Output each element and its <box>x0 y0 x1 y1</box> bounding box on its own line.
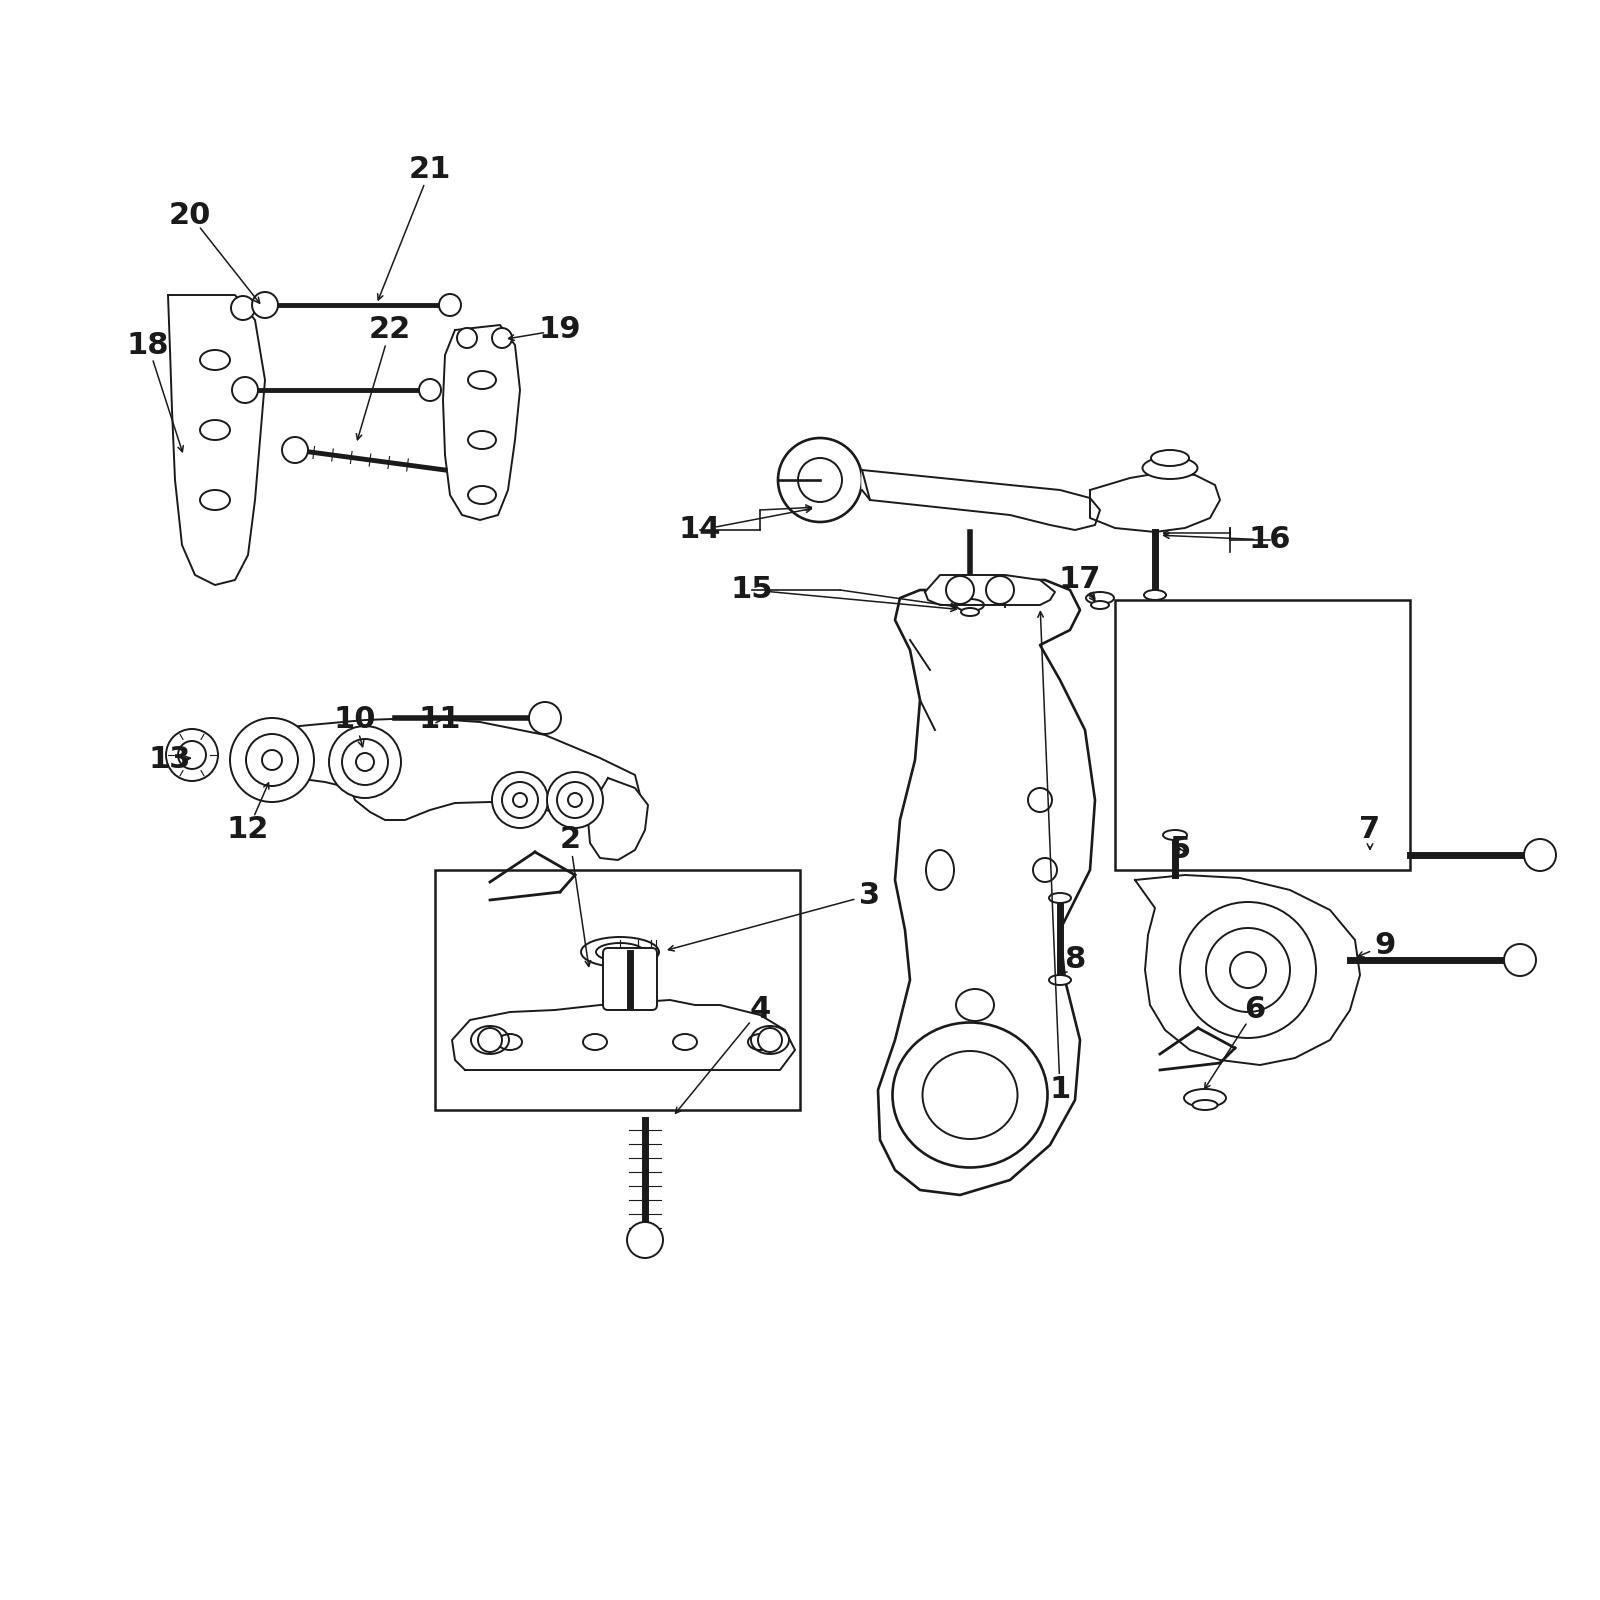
Polygon shape <box>878 579 1094 1195</box>
Polygon shape <box>589 778 648 861</box>
Circle shape <box>282 437 307 462</box>
Ellipse shape <box>962 608 979 616</box>
Polygon shape <box>1090 472 1221 531</box>
Polygon shape <box>245 718 640 819</box>
Circle shape <box>547 773 603 829</box>
Polygon shape <box>925 574 1054 605</box>
Text: 8: 8 <box>1064 946 1086 974</box>
Circle shape <box>1206 928 1290 1013</box>
Circle shape <box>478 1029 502 1053</box>
Circle shape <box>627 1222 662 1258</box>
Text: 7: 7 <box>1360 816 1381 845</box>
Ellipse shape <box>1163 830 1187 840</box>
Text: 22: 22 <box>370 315 411 344</box>
Text: 16: 16 <box>1248 525 1291 555</box>
Text: 4: 4 <box>749 995 771 1024</box>
Circle shape <box>262 750 282 770</box>
Circle shape <box>1027 787 1053 813</box>
Text: 20: 20 <box>170 200 211 229</box>
Polygon shape <box>862 470 1101 530</box>
Ellipse shape <box>1192 1101 1218 1110</box>
Bar <box>1115 600 1410 870</box>
Ellipse shape <box>1050 893 1070 902</box>
Circle shape <box>230 718 314 802</box>
Text: 12: 12 <box>227 816 269 845</box>
Circle shape <box>1230 952 1266 987</box>
Circle shape <box>330 726 402 798</box>
Circle shape <box>232 378 258 403</box>
Circle shape <box>1034 858 1058 882</box>
Circle shape <box>778 438 862 522</box>
Circle shape <box>178 741 206 770</box>
Ellipse shape <box>1150 450 1189 466</box>
Circle shape <box>530 702 562 734</box>
Polygon shape <box>1134 875 1360 1066</box>
Ellipse shape <box>581 938 659 966</box>
Ellipse shape <box>923 1051 1018 1139</box>
Text: 2: 2 <box>560 826 581 854</box>
Circle shape <box>986 576 1014 603</box>
Circle shape <box>946 576 974 603</box>
Ellipse shape <box>957 598 984 611</box>
Text: 6: 6 <box>1245 995 1266 1024</box>
Polygon shape <box>453 1000 795 1070</box>
Circle shape <box>502 782 538 818</box>
Circle shape <box>342 739 387 786</box>
Ellipse shape <box>1086 592 1114 603</box>
Circle shape <box>246 734 298 786</box>
Circle shape <box>557 782 594 818</box>
Text: 17: 17 <box>1059 565 1101 595</box>
Ellipse shape <box>893 1022 1048 1168</box>
Polygon shape <box>168 294 266 586</box>
Ellipse shape <box>1144 590 1166 600</box>
Circle shape <box>419 379 442 402</box>
Ellipse shape <box>1050 974 1070 986</box>
Circle shape <box>438 294 461 317</box>
Text: 9: 9 <box>1374 931 1395 960</box>
Circle shape <box>355 754 374 771</box>
Ellipse shape <box>1184 1090 1226 1107</box>
Ellipse shape <box>750 1026 789 1054</box>
Circle shape <box>253 291 278 318</box>
Text: 21: 21 <box>410 155 451 184</box>
Text: 15: 15 <box>731 576 773 605</box>
Circle shape <box>568 794 582 806</box>
Ellipse shape <box>957 989 994 1021</box>
FancyBboxPatch shape <box>603 947 658 1010</box>
Text: 1: 1 <box>1050 1075 1070 1104</box>
Text: 11: 11 <box>419 706 461 734</box>
Text: 10: 10 <box>334 706 376 734</box>
Ellipse shape <box>595 942 643 962</box>
Circle shape <box>1504 944 1536 976</box>
Circle shape <box>493 328 512 349</box>
Text: 18: 18 <box>126 331 170 360</box>
Ellipse shape <box>470 1026 509 1054</box>
Ellipse shape <box>1091 602 1109 610</box>
Circle shape <box>166 730 218 781</box>
Bar <box>435 870 800 1110</box>
Text: 5: 5 <box>1170 835 1190 864</box>
Ellipse shape <box>926 850 954 890</box>
Circle shape <box>230 296 254 320</box>
Text: 13: 13 <box>149 746 190 774</box>
Text: 14: 14 <box>678 515 722 544</box>
Text: 3: 3 <box>859 880 880 909</box>
Circle shape <box>458 328 477 349</box>
Polygon shape <box>443 325 520 520</box>
Circle shape <box>1523 838 1555 870</box>
Text: 19: 19 <box>539 315 581 344</box>
Circle shape <box>758 1029 782 1053</box>
Circle shape <box>493 773 547 829</box>
Circle shape <box>514 794 526 806</box>
Circle shape <box>798 458 842 502</box>
Circle shape <box>1181 902 1315 1038</box>
Ellipse shape <box>1142 458 1197 478</box>
